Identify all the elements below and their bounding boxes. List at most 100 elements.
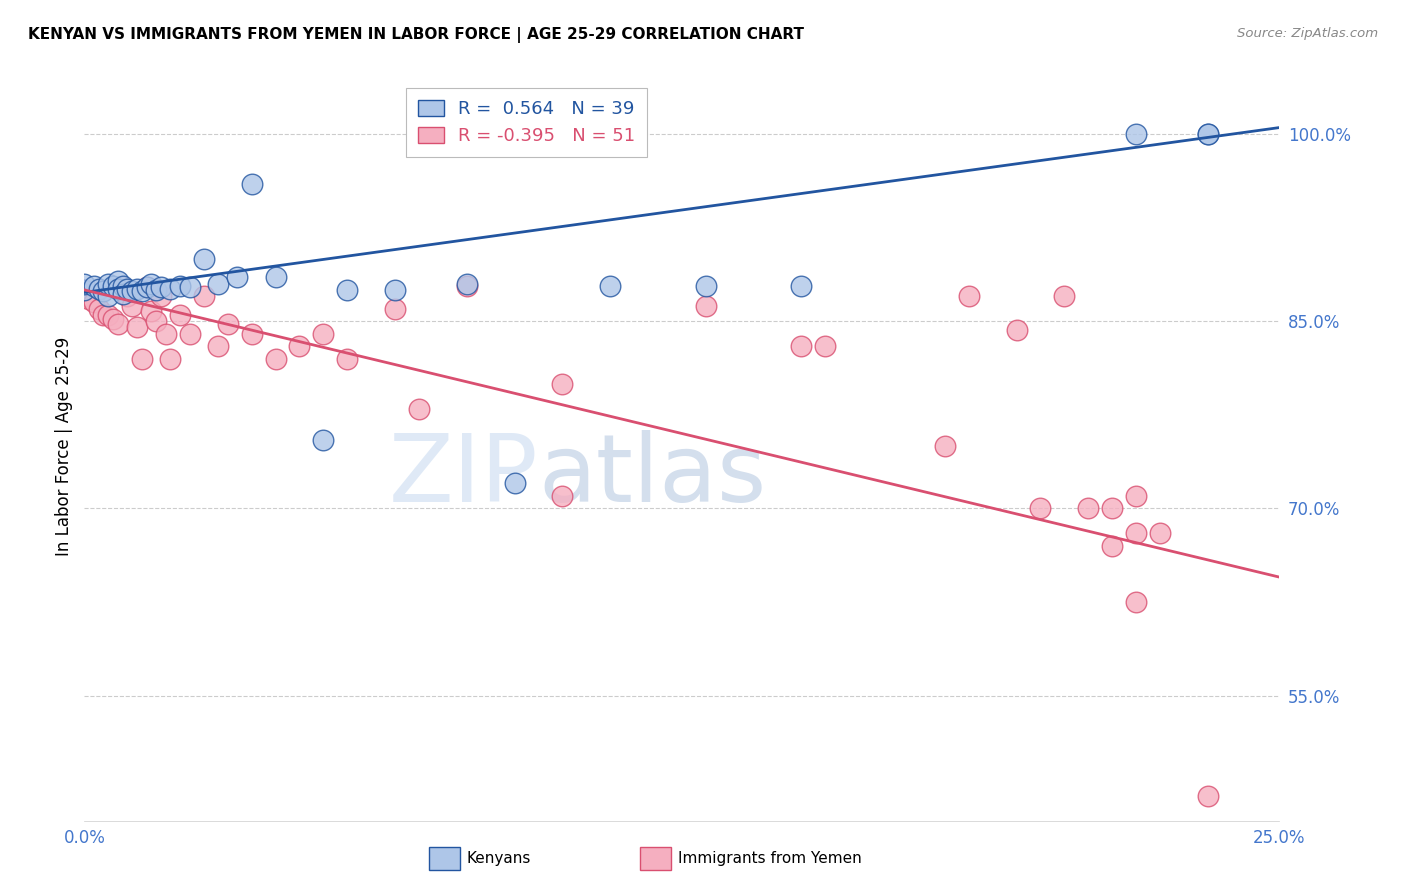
Point bbox=[179, 280, 201, 294]
Text: Source: ZipAtlas.com: Source: ZipAtlas.com bbox=[1237, 27, 1378, 40]
Point bbox=[125, 282, 148, 296]
Point bbox=[73, 289, 96, 303]
Text: ZIP: ZIP bbox=[389, 430, 538, 522]
Point bbox=[503, 476, 526, 491]
Point bbox=[111, 279, 134, 293]
Point bbox=[159, 282, 181, 296]
Point bbox=[97, 277, 120, 291]
Point bbox=[131, 284, 153, 298]
Point bbox=[83, 295, 105, 310]
Point bbox=[179, 326, 201, 341]
Point bbox=[695, 279, 717, 293]
Point bbox=[551, 376, 574, 391]
Point bbox=[1125, 127, 1147, 141]
Point bbox=[957, 289, 980, 303]
Point bbox=[551, 489, 574, 503]
Point bbox=[1005, 323, 1028, 337]
Point bbox=[141, 304, 163, 318]
Point bbox=[456, 279, 478, 293]
Point bbox=[217, 317, 239, 331]
Point bbox=[790, 339, 813, 353]
Point bbox=[599, 279, 621, 293]
Point bbox=[121, 299, 143, 313]
Point bbox=[384, 301, 406, 316]
Text: Immigrants from Yemen: Immigrants from Yemen bbox=[678, 851, 862, 866]
Point bbox=[93, 284, 115, 298]
Point bbox=[207, 339, 229, 353]
Point bbox=[97, 289, 120, 303]
FancyBboxPatch shape bbox=[429, 847, 460, 870]
Point bbox=[87, 282, 110, 296]
Point bbox=[264, 351, 287, 366]
Point bbox=[145, 283, 167, 297]
Point bbox=[207, 277, 229, 291]
Point bbox=[101, 279, 124, 293]
Point bbox=[264, 270, 287, 285]
Point bbox=[408, 401, 430, 416]
Point bbox=[131, 351, 153, 366]
Point bbox=[125, 320, 148, 334]
Point bbox=[149, 280, 172, 294]
Point bbox=[121, 284, 143, 298]
Point bbox=[226, 270, 249, 285]
Point bbox=[288, 339, 311, 353]
Point bbox=[312, 326, 335, 341]
FancyBboxPatch shape bbox=[640, 847, 671, 870]
Point bbox=[1197, 127, 1219, 141]
Point bbox=[336, 283, 359, 297]
Point bbox=[117, 282, 139, 296]
Point bbox=[695, 299, 717, 313]
Point bbox=[135, 280, 157, 294]
Point bbox=[1149, 526, 1171, 541]
Point bbox=[336, 351, 359, 366]
Point bbox=[111, 280, 134, 294]
Point bbox=[107, 317, 129, 331]
Point bbox=[1197, 127, 1219, 141]
Point bbox=[240, 326, 263, 341]
Point bbox=[83, 279, 105, 293]
Y-axis label: In Labor Force | Age 25-29: In Labor Force | Age 25-29 bbox=[55, 336, 73, 556]
Point bbox=[384, 283, 406, 297]
Point bbox=[77, 292, 100, 306]
Point bbox=[934, 439, 956, 453]
Point bbox=[1125, 526, 1147, 541]
Point bbox=[73, 283, 96, 297]
Point bbox=[169, 308, 191, 322]
Point bbox=[73, 283, 96, 297]
Point bbox=[240, 177, 263, 191]
Point bbox=[456, 277, 478, 291]
Point bbox=[159, 351, 181, 366]
Point bbox=[790, 279, 813, 293]
Text: Kenyans: Kenyans bbox=[467, 851, 531, 866]
Point bbox=[1077, 501, 1099, 516]
Point bbox=[145, 314, 167, 328]
Point bbox=[1125, 489, 1147, 503]
Point bbox=[107, 282, 129, 296]
Point bbox=[155, 326, 177, 341]
Point bbox=[73, 277, 96, 291]
Point bbox=[97, 308, 120, 322]
Point bbox=[1125, 595, 1147, 609]
Point bbox=[1101, 539, 1123, 553]
Point bbox=[101, 311, 124, 326]
Point bbox=[1197, 789, 1219, 803]
Point bbox=[149, 289, 172, 303]
Point bbox=[169, 279, 191, 293]
Point bbox=[141, 277, 163, 291]
Text: KENYAN VS IMMIGRANTS FROM YEMEN IN LABOR FORCE | AGE 25-29 CORRELATION CHART: KENYAN VS IMMIGRANTS FROM YEMEN IN LABOR… bbox=[28, 27, 804, 43]
Point bbox=[111, 286, 134, 301]
Point bbox=[1029, 501, 1052, 516]
Point bbox=[312, 433, 335, 447]
Point bbox=[87, 301, 110, 316]
Point bbox=[135, 280, 157, 294]
Point bbox=[1101, 501, 1123, 516]
Point bbox=[117, 289, 139, 303]
Point bbox=[1053, 289, 1076, 303]
Point bbox=[93, 308, 115, 322]
Point bbox=[193, 289, 215, 303]
Point bbox=[814, 339, 837, 353]
Legend: R =  0.564   N = 39, R = -0.395   N = 51: R = 0.564 N = 39, R = -0.395 N = 51 bbox=[406, 87, 647, 157]
Text: atlas: atlas bbox=[538, 430, 766, 522]
Point bbox=[193, 252, 215, 266]
Point bbox=[107, 274, 129, 288]
